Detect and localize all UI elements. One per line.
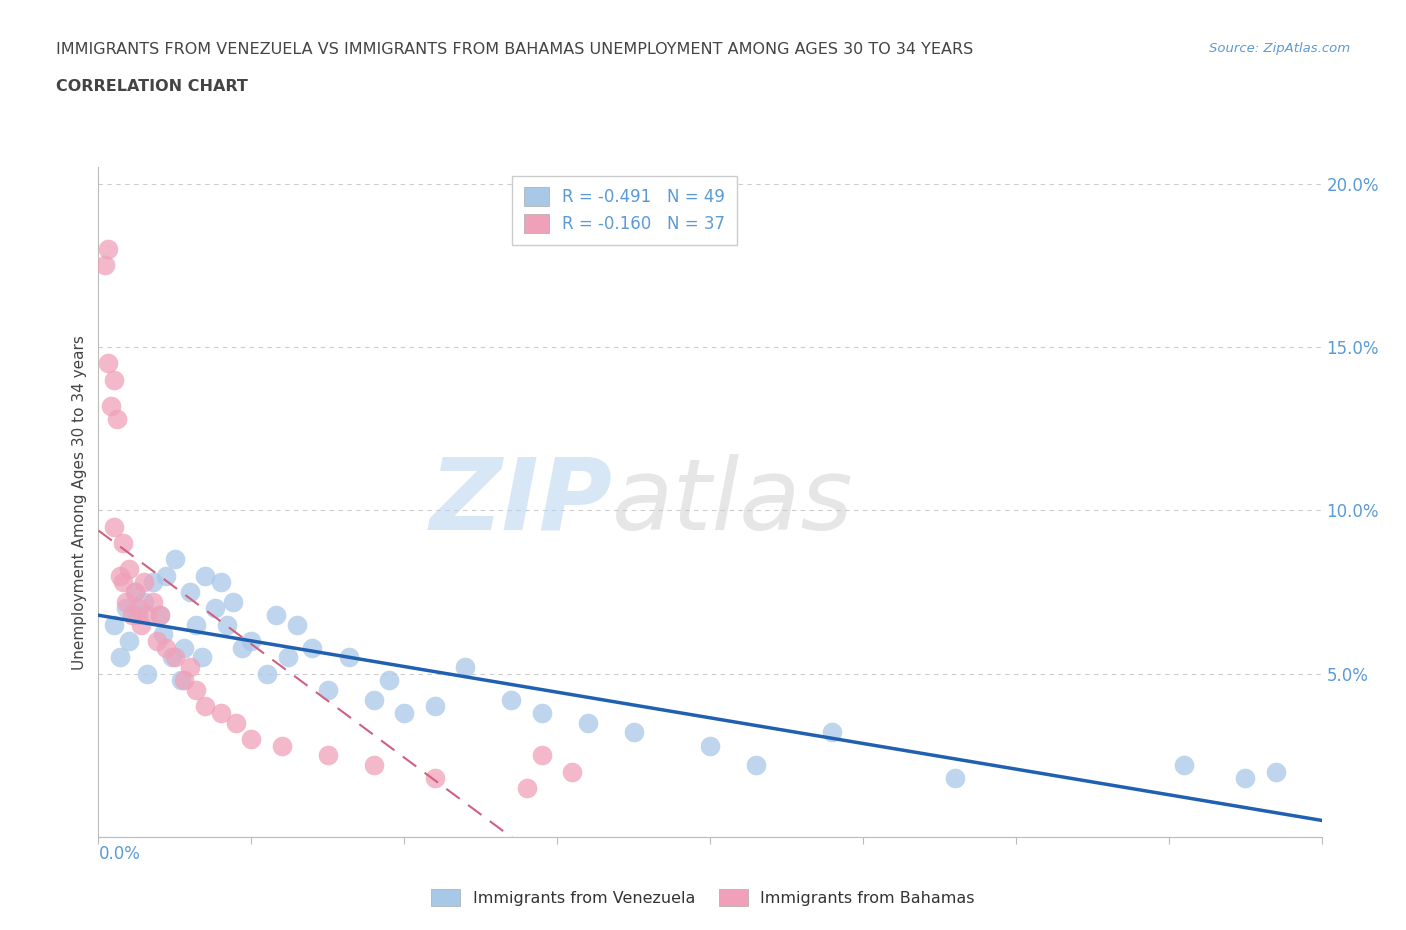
Point	[127, 607, 149, 622]
Point	[127, 601, 149, 616]
Point	[108, 568, 131, 583]
Point	[142, 594, 165, 609]
Point	[152, 627, 174, 642]
Point	[277, 650, 299, 665]
Point	[378, 672, 401, 687]
Point	[105, 411, 128, 426]
Point	[209, 706, 232, 721]
Point	[108, 650, 131, 665]
Point	[240, 633, 263, 648]
Point	[501, 692, 523, 707]
Point	[160, 650, 183, 665]
Point	[363, 758, 385, 773]
Point	[118, 562, 141, 577]
Point	[576, 715, 599, 730]
Point	[100, 398, 122, 413]
Point	[115, 594, 138, 609]
Point	[149, 607, 172, 622]
Point	[111, 575, 134, 590]
Point	[145, 633, 167, 648]
Point	[270, 738, 292, 753]
Point	[121, 607, 143, 622]
Point	[392, 706, 416, 721]
Legend: R = -0.491   N = 49, R = -0.160   N = 37: R = -0.491 N = 49, R = -0.160 N = 37	[512, 176, 737, 245]
Point	[699, 738, 721, 753]
Point	[186, 683, 208, 698]
Point	[136, 607, 159, 622]
Point	[1264, 764, 1286, 779]
Point	[124, 585, 146, 600]
Text: Source: ZipAtlas.com: Source: ZipAtlas.com	[1209, 42, 1350, 55]
Point	[256, 666, 278, 681]
Point	[93, 258, 115, 272]
Point	[240, 732, 263, 747]
Point	[1173, 758, 1195, 773]
Point	[454, 659, 477, 674]
Point	[194, 568, 217, 583]
Point	[301, 640, 323, 655]
Point	[179, 659, 201, 674]
Point	[943, 771, 966, 786]
Point	[316, 683, 339, 698]
Point	[231, 640, 253, 655]
Point	[155, 640, 177, 655]
Point	[173, 640, 195, 655]
Point	[225, 715, 247, 730]
Point	[186, 618, 208, 632]
Point	[191, 650, 214, 665]
Point	[115, 601, 138, 616]
Text: atlas: atlas	[612, 454, 853, 551]
Point	[134, 575, 156, 590]
Point	[745, 758, 768, 773]
Point	[163, 551, 186, 566]
Point	[285, 618, 308, 632]
Text: ZIP: ZIP	[429, 454, 612, 551]
Point	[155, 568, 177, 583]
Point	[363, 692, 385, 707]
Point	[215, 618, 238, 632]
Point	[97, 242, 120, 257]
Point	[423, 699, 446, 714]
Point	[222, 594, 245, 609]
Point	[561, 764, 583, 779]
Point	[136, 666, 159, 681]
Text: IMMIGRANTS FROM VENEZUELA VS IMMIGRANTS FROM BAHAMAS UNEMPLOYMENT AMONG AGES 30 : IMMIGRANTS FROM VENEZUELA VS IMMIGRANTS …	[56, 42, 973, 57]
Point	[209, 575, 232, 590]
Point	[103, 372, 125, 387]
Point	[204, 601, 226, 616]
Text: 0.0%: 0.0%	[98, 845, 141, 863]
Point	[111, 536, 134, 551]
Point	[1234, 771, 1257, 786]
Point	[264, 607, 287, 622]
Point	[142, 575, 165, 590]
Point	[173, 672, 195, 687]
Point	[530, 706, 553, 721]
Point	[134, 594, 156, 609]
Point	[149, 607, 172, 622]
Point	[163, 650, 186, 665]
Point	[194, 699, 217, 714]
Point	[170, 672, 193, 687]
Point	[97, 356, 120, 371]
Point	[623, 725, 645, 740]
Point	[516, 780, 538, 795]
Point	[337, 650, 360, 665]
Point	[179, 585, 201, 600]
Point	[103, 618, 125, 632]
Point	[118, 633, 141, 648]
Point	[530, 748, 553, 763]
Point	[316, 748, 339, 763]
Point	[821, 725, 844, 740]
Point	[103, 519, 125, 534]
Legend: Immigrants from Venezuela, Immigrants from Bahamas: Immigrants from Venezuela, Immigrants fr…	[425, 883, 981, 912]
Point	[129, 618, 152, 632]
Point	[423, 771, 446, 786]
Point	[124, 585, 146, 600]
Text: CORRELATION CHART: CORRELATION CHART	[56, 79, 247, 94]
Y-axis label: Unemployment Among Ages 30 to 34 years: Unemployment Among Ages 30 to 34 years	[72, 335, 87, 670]
